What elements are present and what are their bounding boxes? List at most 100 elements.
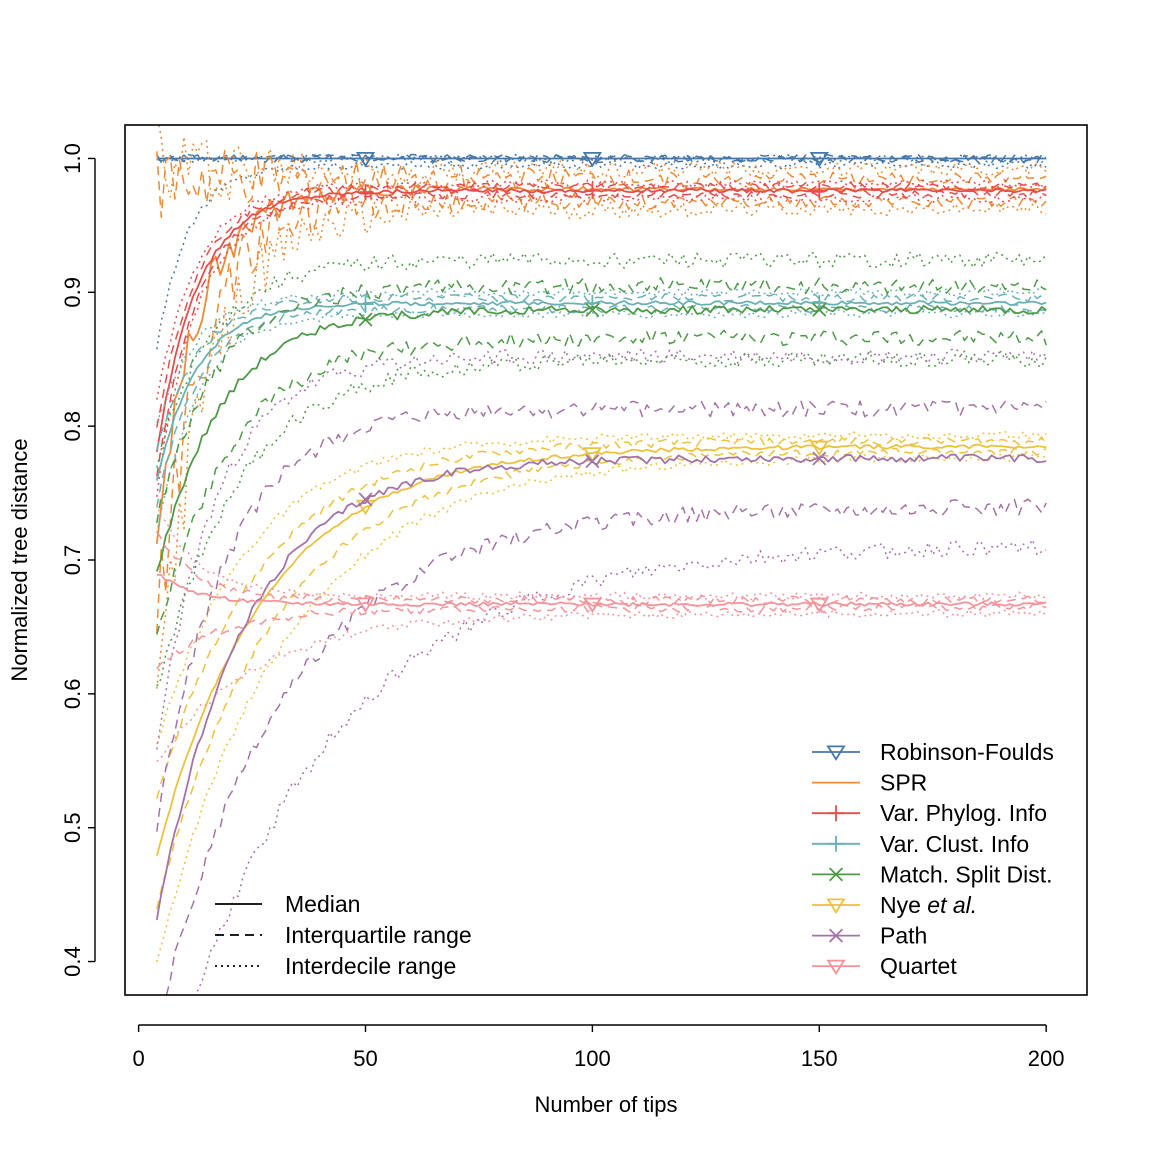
series-line-d10 [156, 193, 1047, 497]
legend-label: Var. Clust. Info [880, 831, 1029, 857]
legend-label: Robinson-Foulds [880, 739, 1054, 765]
series-line-q25 [165, 498, 1047, 995]
legend-linetype-label: Median [285, 891, 360, 917]
legend-linetype-label: Interdecile range [285, 953, 456, 979]
series-marker [355, 151, 376, 168]
series-line-q25 [156, 603, 1047, 670]
legend-linetypes: Median Interquartile range Interdecile ran… [215, 891, 472, 979]
series-marker [357, 184, 374, 201]
series-line-d90 [156, 430, 1047, 745]
legend-label: Nye et al. [880, 892, 977, 918]
y-tick-label: 0.7 [60, 545, 85, 576]
series-line-q75 [156, 400, 1047, 832]
legend-label: Var. Phylog. Info [880, 800, 1047, 826]
series-marker [358, 312, 373, 327]
legend-entry: SPR [812, 770, 927, 796]
series-quartet [156, 503, 1047, 763]
legend-linetype-label: Interquartile range [285, 922, 472, 948]
y-axis-title: Normalized tree distance [7, 438, 32, 681]
series-line-q75 [156, 292, 1047, 451]
legend-marker [826, 898, 846, 914]
series-marker [357, 296, 374, 313]
series-line-median [155, 184, 1047, 544]
legend-entry: Robinson-Foulds [812, 739, 1054, 765]
series-marker [811, 182, 828, 199]
y-tick-label: 1.0 [60, 143, 85, 174]
series-match-split-dist- [155, 251, 1047, 687]
series-marker [812, 302, 827, 317]
series-line-d10 [156, 309, 1047, 534]
legend-series: Robinson-Foulds SPR Var. Phylog. Info Var. … [812, 739, 1054, 979]
series-line-q25 [156, 189, 1047, 477]
series-line-median [155, 187, 1047, 452]
legend-marker [828, 928, 844, 943]
legend-linetype: Interdecile range [215, 953, 456, 979]
y-tick-label: 0.5 [60, 812, 85, 843]
legend-linetype: Median [215, 891, 360, 917]
series-line-q75 [156, 277, 1047, 524]
series-var-clust-info [155, 287, 1047, 534]
x-tick-label: 0 [132, 1046, 144, 1071]
x-tick-label: 50 [353, 1046, 377, 1071]
series-robinson-foulds [156, 151, 1047, 350]
legend-marker [828, 867, 844, 882]
series-var-phylog-info [155, 179, 1047, 497]
legend-entry: Nye et al. [812, 892, 977, 918]
y-axis: 0.4 0.5 0.6 0.7 0.8 0.9 1.0 [60, 143, 96, 977]
legend-label: Match. Split Dist. [880, 861, 1053, 887]
series-line-median [155, 300, 1047, 481]
series-marker [582, 447, 603, 463]
series-marker [809, 440, 829, 457]
legend-label: SPR [880, 770, 927, 796]
legend-entry: Path [812, 923, 927, 949]
series-line-d90 [156, 348, 1047, 750]
series-marker [355, 597, 376, 613]
series-line-d10 [156, 453, 1047, 963]
legend-entry: Quartet [812, 953, 957, 979]
legend-label: Quartet [880, 953, 957, 979]
legend-label: Path [880, 923, 927, 949]
series-line-q25 [156, 329, 1047, 635]
series-marker [585, 302, 600, 318]
series-line-q25 [156, 447, 1047, 910]
series-marker [584, 182, 601, 199]
legend-linetype: Interquartile range [215, 922, 472, 948]
legend-marker [828, 805, 844, 822]
series-marker [811, 295, 828, 312]
legend-marker [826, 959, 846, 976]
series-path [155, 348, 1047, 995]
series-line-d10 [156, 197, 1047, 689]
series-line-d90 [158, 125, 1047, 202]
series-marker [585, 454, 600, 469]
series-marker [582, 597, 603, 614]
x-tick-label: 150 [801, 1046, 838, 1071]
legend-entry: Var. Clust. Info [812, 831, 1029, 857]
series-line-median [156, 573, 1047, 608]
x-axis-title: Number of tips [534, 1092, 677, 1117]
series-line-d10 [156, 350, 1047, 687]
legend-marker [826, 745, 846, 761]
x-tick-label: 200 [1028, 1046, 1065, 1071]
y-tick-label: 0.6 [60, 679, 85, 710]
x-axis: 0 50 100 150 200 [132, 1024, 1065, 1071]
series-line-median [155, 443, 1047, 856]
legend-entry: Match. Split Dist. [812, 861, 1053, 887]
y-tick-label: 0.4 [60, 946, 85, 977]
series-marker [809, 151, 829, 168]
plot-frame [124, 124, 1088, 996]
series-line-d90 [156, 251, 1047, 468]
series-line-d10 [195, 538, 1047, 995]
series-line-d90 [156, 179, 1047, 400]
legend-entry: Var. Phylog. Info [812, 800, 1047, 826]
series-line-q75 [156, 181, 1047, 428]
series-layer [155, 125, 1047, 995]
y-tick-label: 0.8 [60, 411, 85, 442]
series-marker [582, 151, 603, 168]
series-marker [809, 597, 829, 614]
series-line-median [155, 304, 1047, 572]
series-marker [584, 295, 601, 312]
series-line-median [155, 453, 1047, 921]
x-tick-label: 100 [574, 1046, 611, 1071]
y-tick-label: 0.9 [60, 277, 85, 308]
